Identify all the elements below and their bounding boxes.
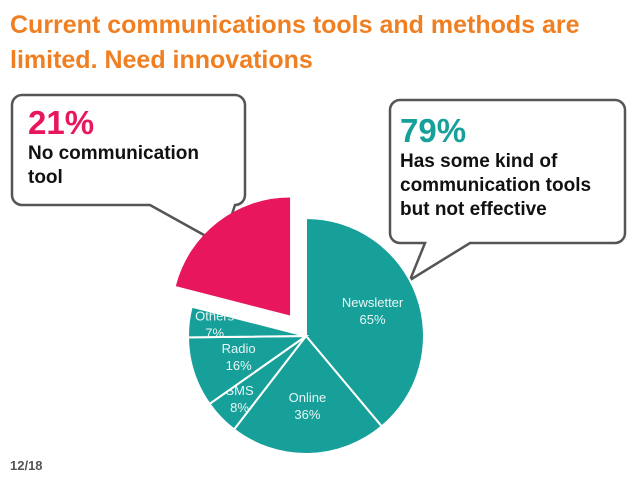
page-number: 12/18	[10, 458, 43, 473]
pie-sub-slice	[305, 216, 425, 428]
callout-text: Has some kind of communication tools but…	[400, 151, 592, 220]
slice-value: 7%	[205, 325, 224, 340]
pie-slice	[175, 197, 291, 316]
slice-value: 65%	[360, 312, 386, 327]
callout: 21% No communication tool	[28, 104, 238, 190]
slice-value: 8%	[230, 400, 249, 415]
callout-value: 79%	[400, 112, 467, 149]
callout-value: 21%	[28, 104, 95, 141]
pie-sub-slice	[232, 334, 384, 455]
slice-label: Others	[195, 308, 235, 323]
slice-label: Newsletter	[342, 295, 404, 310]
slice-label: Online	[289, 390, 327, 405]
slice-value: 36%	[294, 407, 320, 422]
slice-value: 16%	[226, 358, 252, 373]
callout-text: No communication tool	[28, 143, 200, 188]
slide-title: Current communications tools and methods…	[10, 11, 580, 74]
callout-bubble	[388, 98, 627, 284]
pie-sub-slice	[187, 305, 307, 339]
slice-label: Radio	[222, 341, 256, 356]
callout: 79% Has some kind of communication tools…	[400, 112, 625, 222]
